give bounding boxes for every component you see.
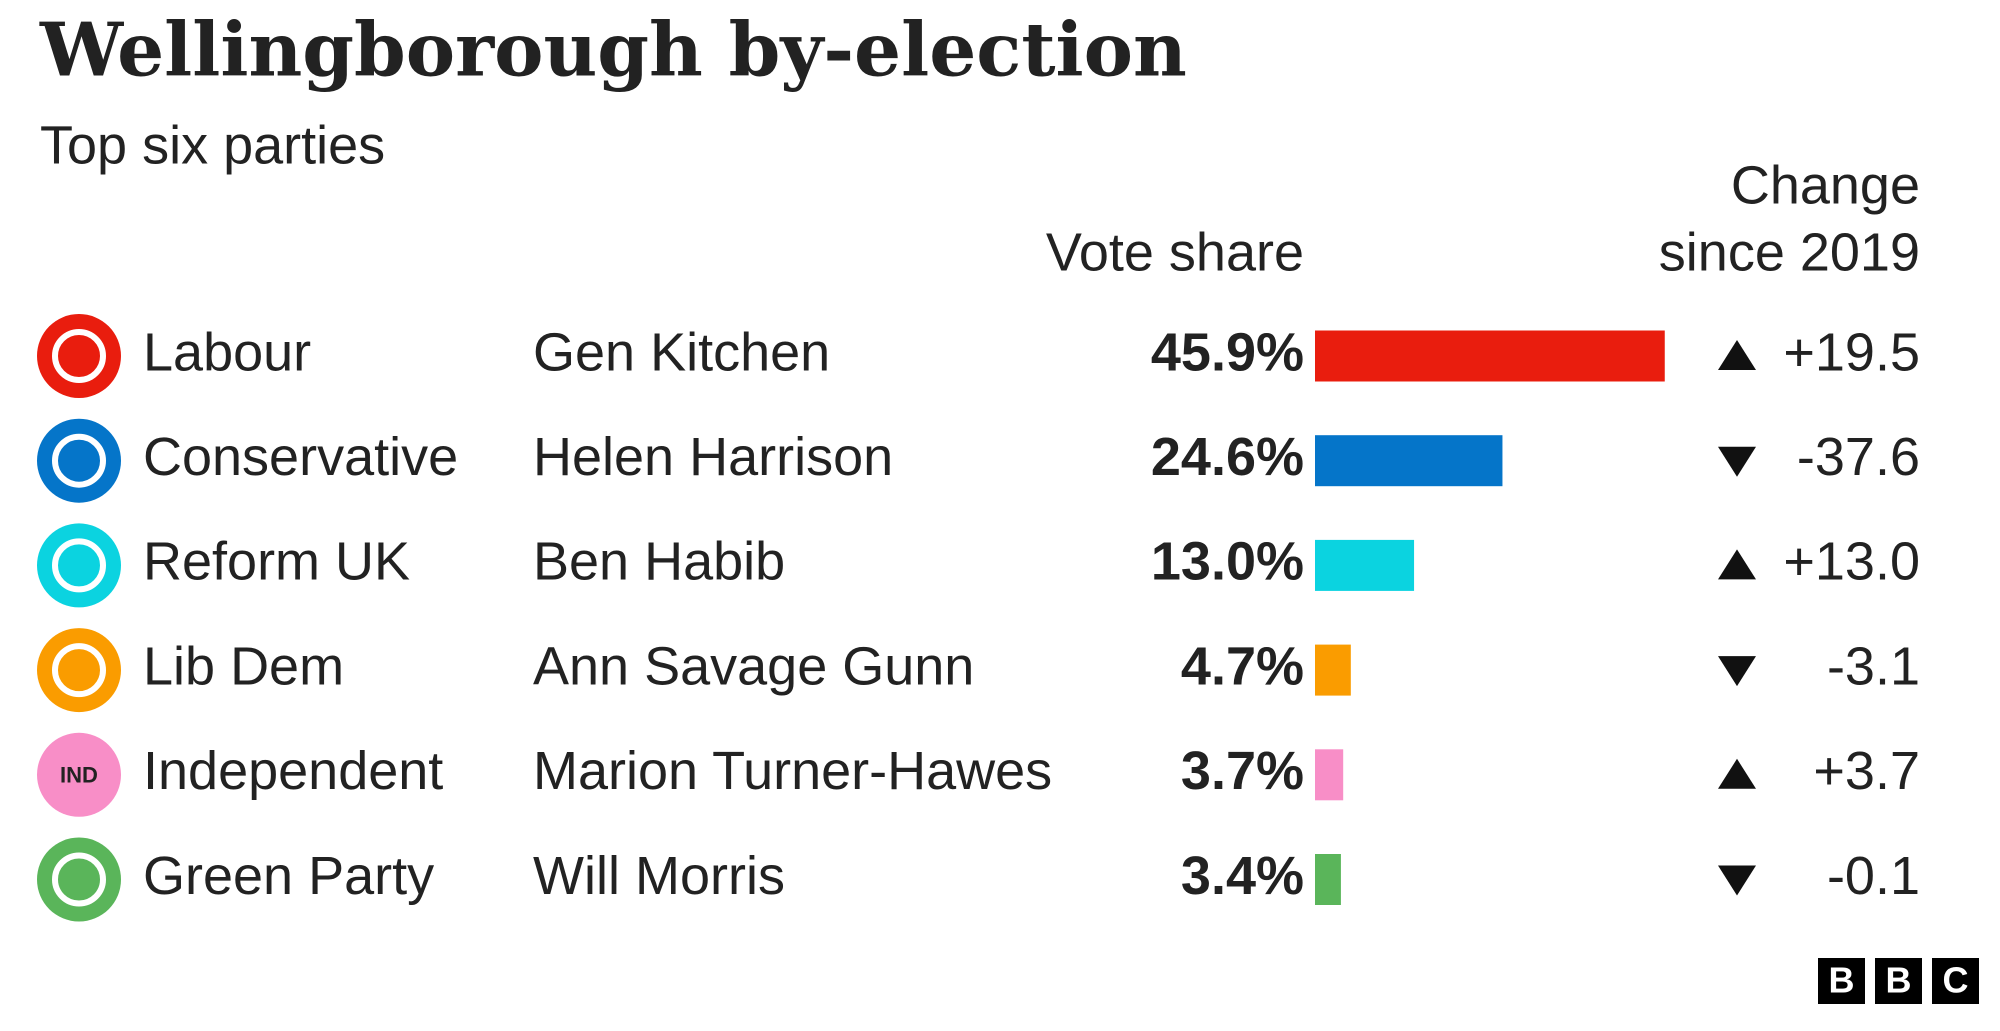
change-arrow bbox=[1718, 549, 1756, 580]
chart-subtitle: Top six parties bbox=[40, 115, 385, 175]
change-label: -37.6 bbox=[1797, 427, 1920, 487]
logo-letter: B bbox=[1829, 960, 1855, 1001]
party-name: Lib Dem bbox=[143, 636, 344, 696]
candidate-name: Ann Savage Gunn bbox=[533, 636, 974, 696]
bar bbox=[1315, 644, 1351, 696]
column-header: Change bbox=[1731, 155, 1920, 215]
bar bbox=[1315, 435, 1503, 487]
change-label: +3.7 bbox=[1813, 741, 1920, 801]
party-icon bbox=[37, 418, 121, 503]
logo-letter: C bbox=[1943, 960, 1969, 1001]
bar bbox=[1315, 749, 1344, 801]
value-label: 45.9% bbox=[1151, 322, 1304, 382]
value-label: 3.7% bbox=[1181, 741, 1304, 801]
party-name: Reform UK bbox=[143, 532, 410, 592]
logo-box bbox=[1875, 958, 1922, 1004]
party-name: Conservative bbox=[143, 427, 458, 487]
logo-letter: B bbox=[1886, 960, 1912, 1001]
icon-emblem bbox=[52, 643, 106, 698]
logo-box bbox=[1932, 958, 1979, 1004]
logo-box bbox=[1818, 958, 1865, 1004]
candidate-name: Gen Kitchen bbox=[533, 322, 830, 382]
change-arrow bbox=[1718, 865, 1756, 896]
party-icon bbox=[37, 523, 121, 608]
change-label: -0.1 bbox=[1827, 846, 1920, 906]
candidate-name: Will Morris bbox=[533, 846, 785, 906]
candidate-name: Helen Harrison bbox=[533, 427, 893, 487]
icon-emblem bbox=[52, 433, 106, 488]
party-icon bbox=[37, 732, 121, 817]
chart-title: Wellingborough by-election bbox=[39, 8, 1187, 94]
bar bbox=[1315, 854, 1341, 905]
icon-emblem bbox=[52, 538, 106, 593]
party-icon bbox=[37, 314, 121, 398]
change-arrow bbox=[1718, 656, 1756, 687]
change-label: +13.0 bbox=[1783, 532, 1920, 592]
value-label: 3.4% bbox=[1181, 846, 1304, 906]
party-name: Green Party bbox=[143, 846, 434, 906]
bar bbox=[1315, 539, 1415, 591]
party-icon bbox=[37, 628, 121, 713]
icon-text: IND bbox=[60, 763, 98, 788]
candidate-name: Ben Habib bbox=[533, 532, 785, 592]
value-label: 13.0% bbox=[1151, 532, 1304, 592]
party-icon bbox=[37, 837, 121, 922]
change-arrow bbox=[1718, 446, 1756, 477]
icon-emblem bbox=[52, 852, 106, 907]
change-arrow bbox=[1718, 340, 1756, 370]
bar bbox=[1315, 330, 1665, 382]
change-label: -3.1 bbox=[1827, 636, 1920, 696]
value-label: 24.6% bbox=[1151, 427, 1304, 487]
column-header: since 2019 bbox=[1659, 222, 1920, 282]
candidate-name: Marion Turner-Hawes bbox=[533, 741, 1052, 801]
party-name: Independent bbox=[143, 741, 443, 801]
column-header: Vote share bbox=[1046, 222, 1304, 282]
party-name: Labour bbox=[143, 322, 311, 382]
value-label: 4.7% bbox=[1181, 636, 1304, 696]
icon-emblem bbox=[52, 329, 106, 383]
change-arrow bbox=[1718, 758, 1756, 789]
change-label: +19.5 bbox=[1783, 322, 1920, 382]
